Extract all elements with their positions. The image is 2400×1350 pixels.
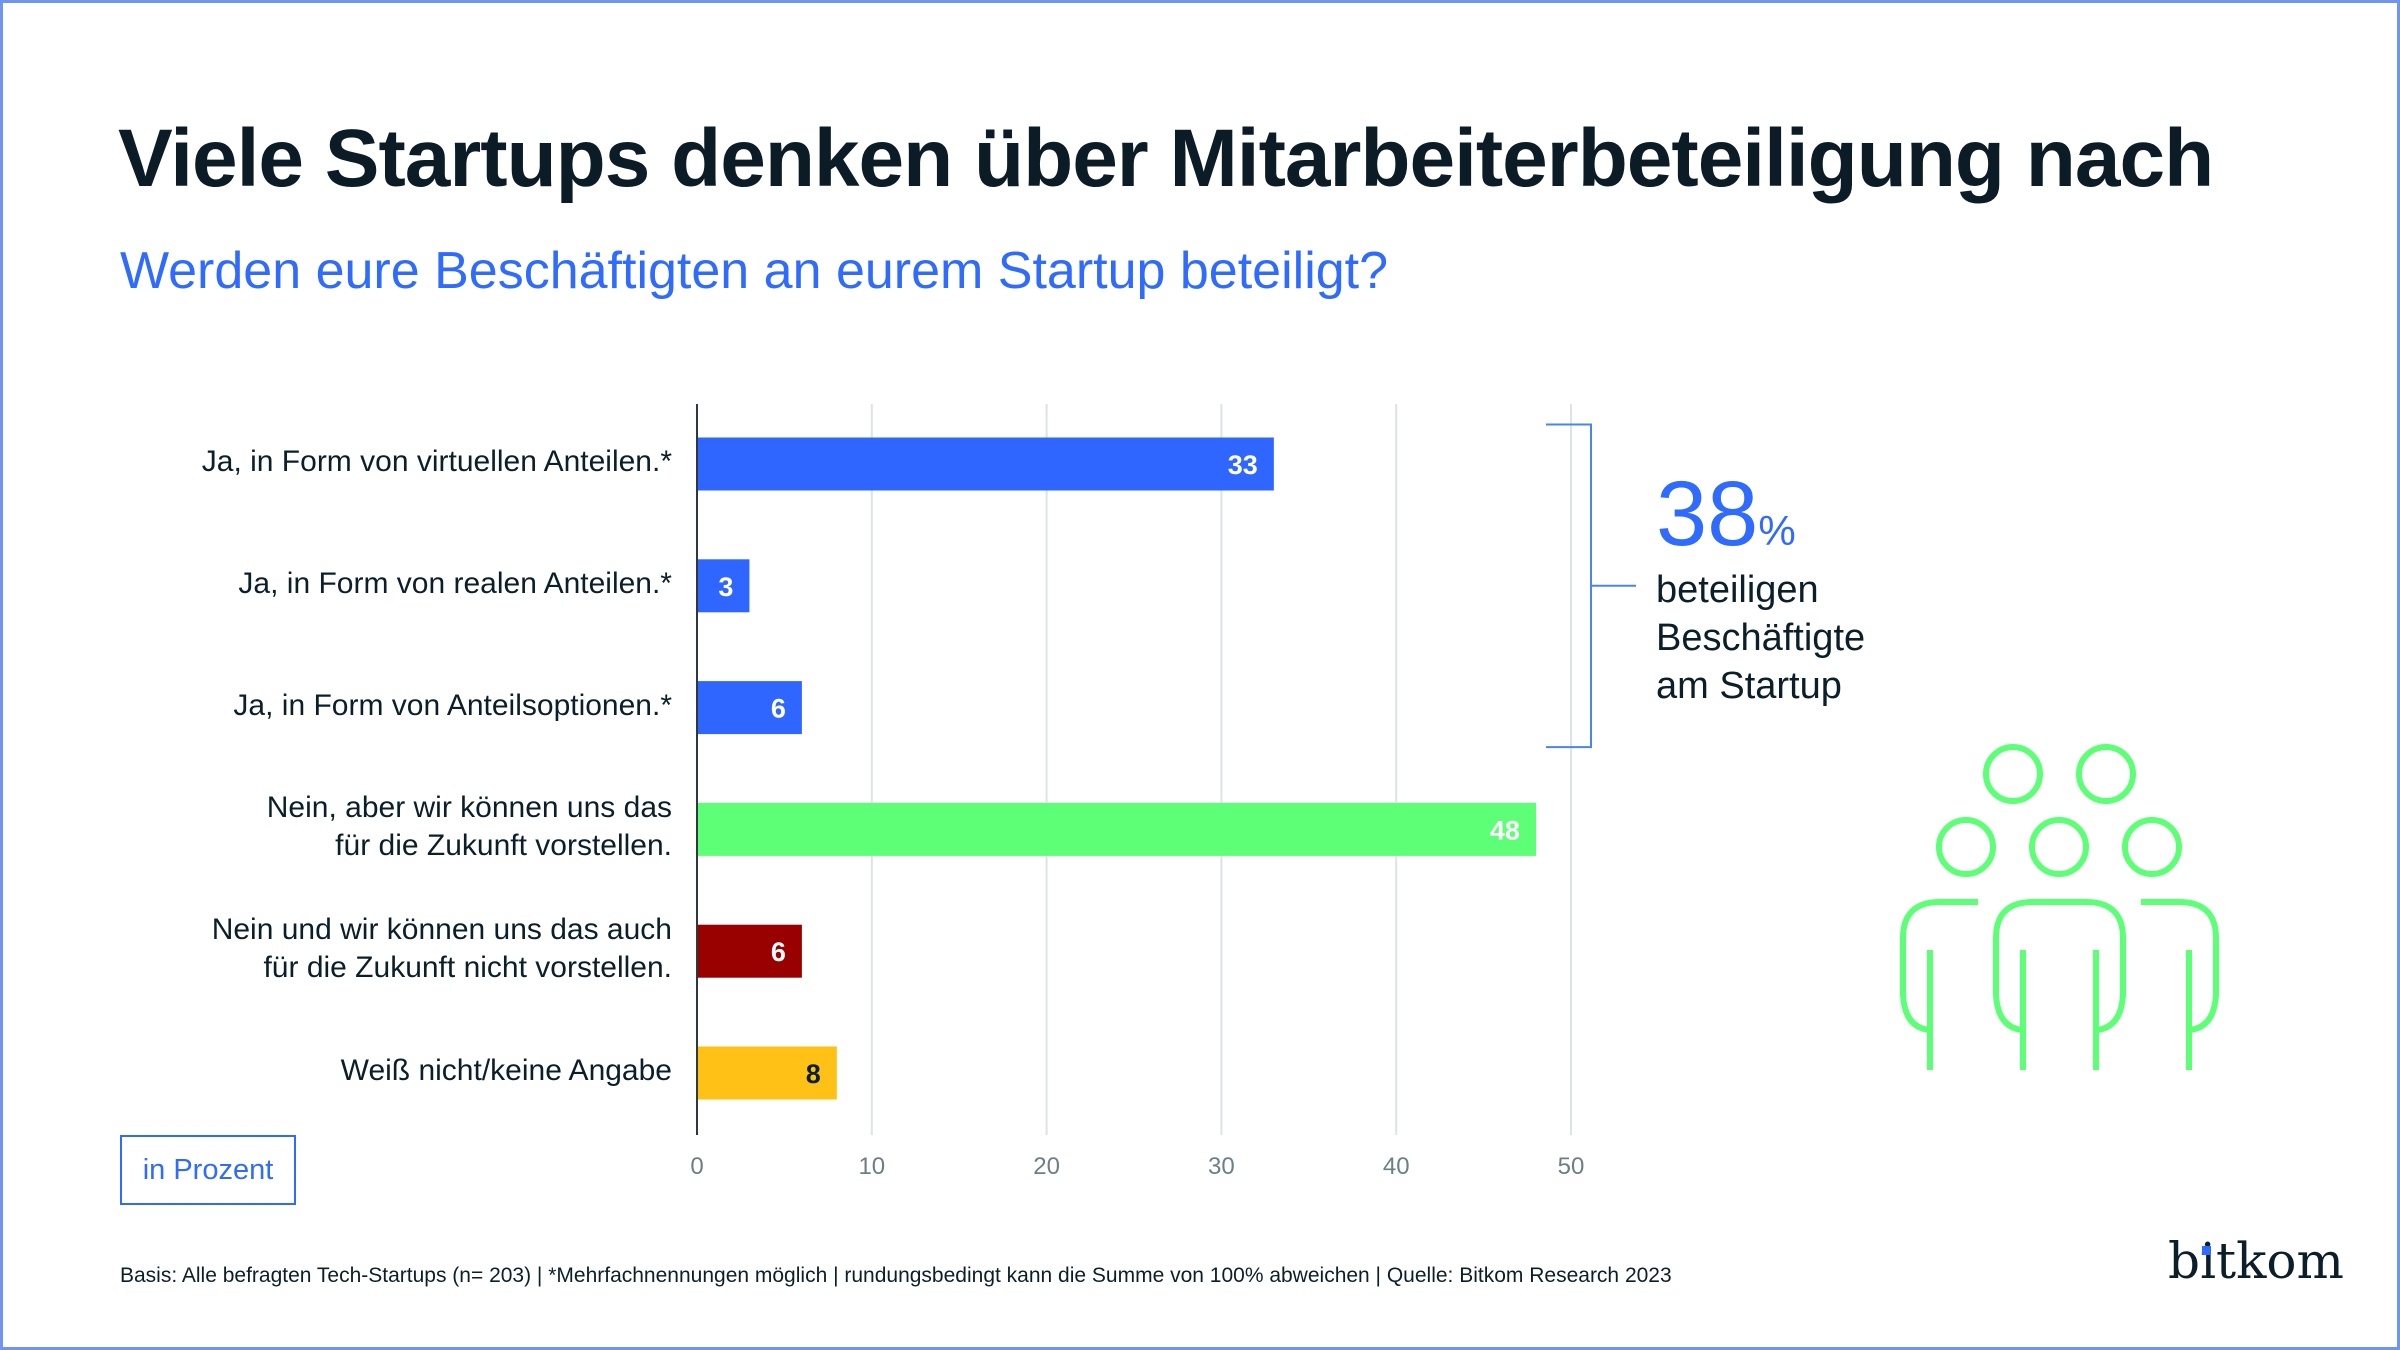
chart-title: Viele Startups denken über Mitarbeiterbe… bbox=[118, 113, 2214, 204]
chart-subtitle: Werden eure Beschäftigten an eurem Start… bbox=[120, 242, 1389, 300]
bar-value-label: 48 bbox=[1490, 815, 1520, 845]
bar-value-label: 33 bbox=[1228, 450, 1258, 480]
callout-text: beteiligen Beschäftigte am Startup bbox=[1656, 566, 1865, 710]
bracket-annotation bbox=[1546, 423, 1636, 749]
category-label: Ja, in Form von virtuellen Anteilen.* bbox=[72, 443, 672, 481]
category-label: Nein, aber wir können uns das für die Zuk… bbox=[72, 789, 672, 865]
bar bbox=[697, 802, 1537, 856]
category-label-line: Weiß nicht/keine Angabe bbox=[340, 1054, 672, 1087]
callout-line: beteiligen bbox=[1656, 569, 1819, 611]
x-tick-label: 40 bbox=[1383, 1153, 1410, 1180]
callout-unit: % bbox=[1758, 507, 1796, 554]
bracket bbox=[1546, 423, 1592, 749]
footer-source-note: Basis: Alle befragten Tech-Startups (n= … bbox=[120, 1264, 1672, 1287]
x-axis-ticks: 0 10 20 30 40 50 bbox=[690, 1153, 1584, 1180]
category-label-line: Nein und wir können uns das auch bbox=[211, 913, 672, 947]
x-tick-label: 10 bbox=[858, 1153, 885, 1180]
category-label-line: für die Zukunft vorstellen. bbox=[335, 829, 672, 863]
callout-line: am Startup bbox=[1656, 665, 1842, 707]
bar-value-label: 6 bbox=[771, 694, 786, 724]
bar bbox=[697, 924, 802, 978]
bar bbox=[697, 681, 802, 735]
category-label: Ja, in Form von realen Anteilen.* bbox=[72, 565, 672, 603]
callout-value: 38 bbox=[1656, 463, 1759, 565]
bar bbox=[697, 559, 750, 613]
bar bbox=[697, 1046, 837, 1100]
logo-text: bitkom bbox=[2168, 1232, 2344, 1290]
category-label-line: Ja, in Form von virtuellen Anteilen.* bbox=[201, 445, 672, 478]
x-tick-label: 30 bbox=[1208, 1153, 1235, 1180]
category-label-line: Ja, in Form von realen Anteilen.* bbox=[238, 566, 672, 600]
bar-value-label: 3 bbox=[718, 572, 733, 602]
category-label: Nein und wir können uns das auch für die … bbox=[72, 911, 672, 987]
people-group-icon bbox=[1900, 744, 2219, 1070]
category-label-line: Nein, aber wir können uns das bbox=[266, 791, 672, 825]
x-tick-label: 50 bbox=[1558, 1153, 1585, 1180]
gridlines bbox=[870, 404, 1572, 1135]
logo-dot bbox=[2202, 1246, 2211, 1255]
x-tick-label: 0 bbox=[690, 1153, 703, 1180]
category-label: Ja, in Form von Anteilsoptionen.* bbox=[72, 687, 672, 725]
callout-line: Beschäftigte bbox=[1656, 617, 1866, 659]
x-tick-label: 20 bbox=[1033, 1153, 1060, 1180]
bar-value-label: 8 bbox=[806, 1059, 821, 1089]
bitkom-logo: bitkom bbox=[2168, 1236, 2344, 1286]
bar bbox=[697, 437, 1274, 491]
unit-box: in Prozent bbox=[120, 1135, 296, 1205]
callout-percentage: 38% bbox=[1656, 468, 1796, 560]
category-label-line: Ja, in Form von Anteilsoptionen.* bbox=[233, 688, 672, 722]
category-label: Weiß nicht/keine Angabe bbox=[72, 1052, 672, 1090]
bar-value-label: 6 bbox=[771, 937, 786, 967]
category-label-line: für die Zukunft nicht vorstellen. bbox=[263, 951, 672, 985]
unit-label: in Prozent bbox=[142, 1153, 274, 1186]
